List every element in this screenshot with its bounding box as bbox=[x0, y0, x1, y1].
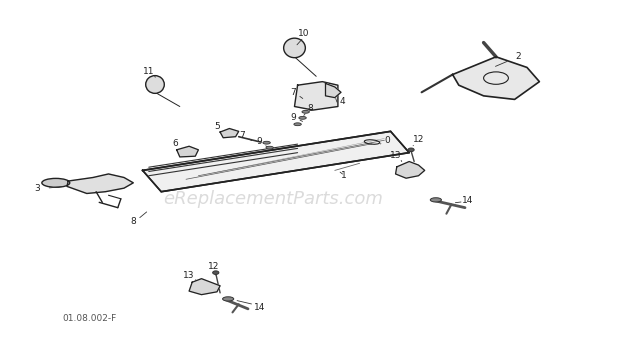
Ellipse shape bbox=[408, 148, 414, 152]
Text: 8: 8 bbox=[130, 217, 136, 226]
Text: 3: 3 bbox=[34, 184, 40, 193]
Text: 7: 7 bbox=[290, 88, 296, 97]
Polygon shape bbox=[143, 131, 409, 192]
Text: 0: 0 bbox=[384, 136, 391, 146]
Polygon shape bbox=[396, 162, 425, 178]
Text: 11: 11 bbox=[143, 66, 154, 76]
Text: 6: 6 bbox=[172, 139, 179, 148]
Polygon shape bbox=[67, 174, 133, 193]
Polygon shape bbox=[453, 57, 539, 99]
Ellipse shape bbox=[294, 123, 301, 126]
Polygon shape bbox=[189, 279, 220, 295]
Polygon shape bbox=[177, 146, 198, 157]
Polygon shape bbox=[220, 129, 239, 138]
Text: 14: 14 bbox=[254, 302, 265, 312]
Ellipse shape bbox=[42, 178, 69, 187]
Text: 13: 13 bbox=[390, 151, 401, 160]
Polygon shape bbox=[326, 83, 341, 98]
Ellipse shape bbox=[283, 38, 306, 58]
Ellipse shape bbox=[430, 198, 441, 202]
Ellipse shape bbox=[299, 116, 306, 119]
Ellipse shape bbox=[302, 110, 309, 113]
Text: 9: 9 bbox=[256, 137, 262, 147]
Ellipse shape bbox=[213, 271, 219, 274]
Text: 2: 2 bbox=[515, 52, 521, 61]
Ellipse shape bbox=[263, 141, 270, 144]
Text: 4: 4 bbox=[340, 97, 346, 106]
Polygon shape bbox=[294, 82, 338, 110]
Ellipse shape bbox=[266, 146, 273, 149]
Ellipse shape bbox=[146, 76, 164, 93]
Text: eReplacementParts.com: eReplacementParts.com bbox=[163, 190, 383, 208]
Text: 13: 13 bbox=[184, 271, 195, 280]
Text: 7: 7 bbox=[239, 131, 245, 140]
Text: 01.08.002-F: 01.08.002-F bbox=[62, 314, 117, 323]
Text: 1: 1 bbox=[341, 171, 347, 180]
Text: 5: 5 bbox=[214, 121, 220, 131]
Text: 12: 12 bbox=[208, 262, 219, 272]
Text: 8: 8 bbox=[307, 104, 313, 114]
Text: 9: 9 bbox=[290, 113, 296, 122]
Text: 14: 14 bbox=[463, 196, 474, 205]
Text: 10: 10 bbox=[298, 29, 309, 38]
Text: 12: 12 bbox=[413, 135, 424, 144]
Ellipse shape bbox=[223, 297, 234, 301]
